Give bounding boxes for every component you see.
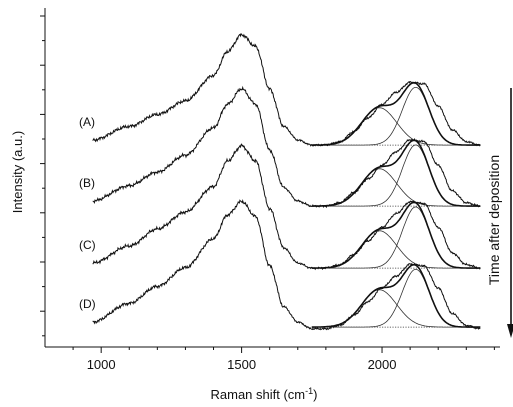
series-label: (A) [79,115,95,129]
x-axis-ticks: 1000 1500 2000 [72,347,495,372]
y-axis-ticks [40,15,45,337]
x-axis-label: Raman shift (cm-1) [211,386,318,402]
series-label: (C) [79,238,96,252]
fit-peak-2 [311,206,481,269]
fit-peak-1 [311,289,481,328]
fit-peak-2 [311,144,481,207]
spectrum-line [92,33,481,147]
x-tick-label: 2000 [368,357,397,372]
fit-peak-1 [311,168,481,207]
x-tick-label: 1000 [87,357,116,372]
spectrum-line [92,143,481,271]
time-annotation: Time after deposition [486,155,502,285]
fit-envelope [311,201,481,269]
series-label: (B) [79,176,95,190]
spectrum-line [92,85,481,209]
fit-envelope [311,263,481,328]
series-d: (D) [79,199,481,331]
fit-envelope [311,81,481,146]
fit-peak-1 [311,230,481,269]
fit-peak-1 [311,107,481,146]
spectrum-line [92,199,481,331]
time-arrow [507,88,513,338]
series-a: (A) [79,33,481,147]
series-c: (C) [79,143,481,271]
series-layer: (A) (B) (C) (D) [79,33,481,331]
x-tick-label: 1500 [227,357,256,372]
fit-peak-2 [311,87,481,146]
fit-peak-2 [311,269,481,328]
y-axis-label: Intensity (a.u.) [10,131,25,213]
fit-envelope [311,139,481,207]
series-label: (D) [79,297,96,311]
series-b: (B) [79,85,481,209]
